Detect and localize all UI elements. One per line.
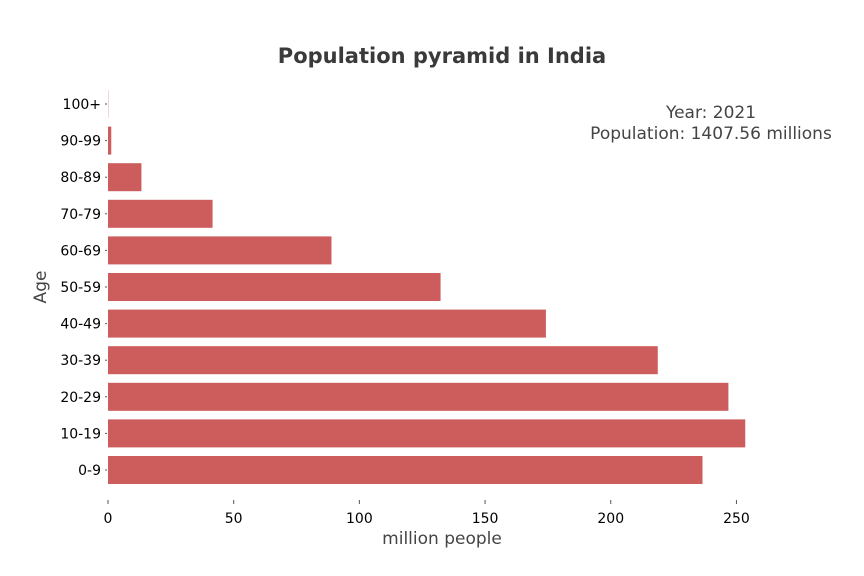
x-ticks-layer: 0 50 100 150 200 250	[104, 500, 750, 527]
y-tick-label: 70-79	[60, 207, 101, 223]
x-tick-label: 100	[346, 511, 373, 527]
x-tick-label: 200	[597, 511, 624, 527]
bar-20-29	[108, 382, 729, 411]
y-tick-label: 10-19	[60, 426, 101, 442]
bar-90-99	[108, 126, 112, 155]
x-axis-title: million people	[382, 529, 502, 549]
y-tick-label: 80-89	[60, 170, 101, 186]
y-tick-label: 20-29	[60, 390, 101, 406]
x-tick-label: 150	[472, 511, 499, 527]
x-tick-label: 0	[104, 511, 113, 527]
y-ticks-layer: 0-9 10-19 20-29 30-39 40-49 50-59 60-69 70-79 80…	[60, 97, 107, 479]
y-tick-label: 30-39	[60, 353, 101, 369]
y-tick-label: 90-99	[60, 134, 101, 150]
y-tick-label: 100+	[63, 97, 101, 113]
x-tick-label: 250	[723, 511, 750, 527]
bars-layer	[108, 90, 746, 484]
bar-70-79	[108, 199, 213, 228]
year-annotation: Year: 2021	[665, 103, 756, 123]
bar-50-59	[108, 273, 441, 301]
bar-60-69	[108, 236, 332, 265]
population-annotation: Population: 1407.56 millions	[590, 124, 832, 144]
y-tick-label: 50-59	[60, 280, 101, 296]
chart-title: Population pyramid in India	[278, 44, 606, 68]
bar-40-49	[108, 309, 546, 338]
bar-80-89	[108, 163, 142, 192]
y-tick-label: 60-69	[60, 243, 101, 259]
bar-30-39	[108, 346, 658, 375]
x-tick-label: 50	[225, 511, 243, 527]
bar-10-19	[108, 419, 746, 448]
y-tick-label: 40-49	[60, 317, 101, 333]
y-tick-label: 0-9	[78, 463, 101, 479]
bar-0-9	[108, 456, 703, 484]
y-axis-title: Age	[31, 271, 51, 304]
